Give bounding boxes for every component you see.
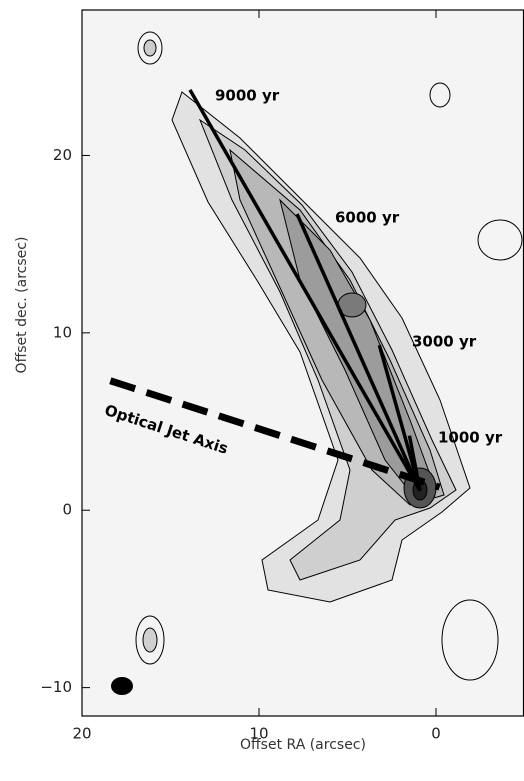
y-tick-label: 10 <box>53 323 72 341</box>
map-background <box>82 10 524 716</box>
x-tick-label: 20 <box>72 725 91 743</box>
line-label: 3000 yr <box>412 333 477 351</box>
y-tick-label: −10 <box>40 678 72 696</box>
x-tick-label: 0 <box>431 725 441 743</box>
line-label: 6000 yr <box>335 209 400 227</box>
intensity-map <box>82 10 524 716</box>
beam <box>111 677 133 695</box>
page: Offset RA (arcsec) Offset dec. (arcsec) … <box>0 0 524 781</box>
y-tick-label: 0 <box>62 501 72 519</box>
y-axis-label: Offset dec. (arcsec) <box>14 237 30 374</box>
y-tick-label: 20 <box>53 146 72 164</box>
x-tick-label: 10 <box>249 725 268 743</box>
line-label: 9000 yr <box>215 87 280 105</box>
contour <box>144 40 156 56</box>
line-label: 1000 yr <box>438 429 503 447</box>
contour <box>143 628 157 652</box>
chart: Offset RA (arcsec) Offset dec. (arcsec) … <box>0 0 524 781</box>
